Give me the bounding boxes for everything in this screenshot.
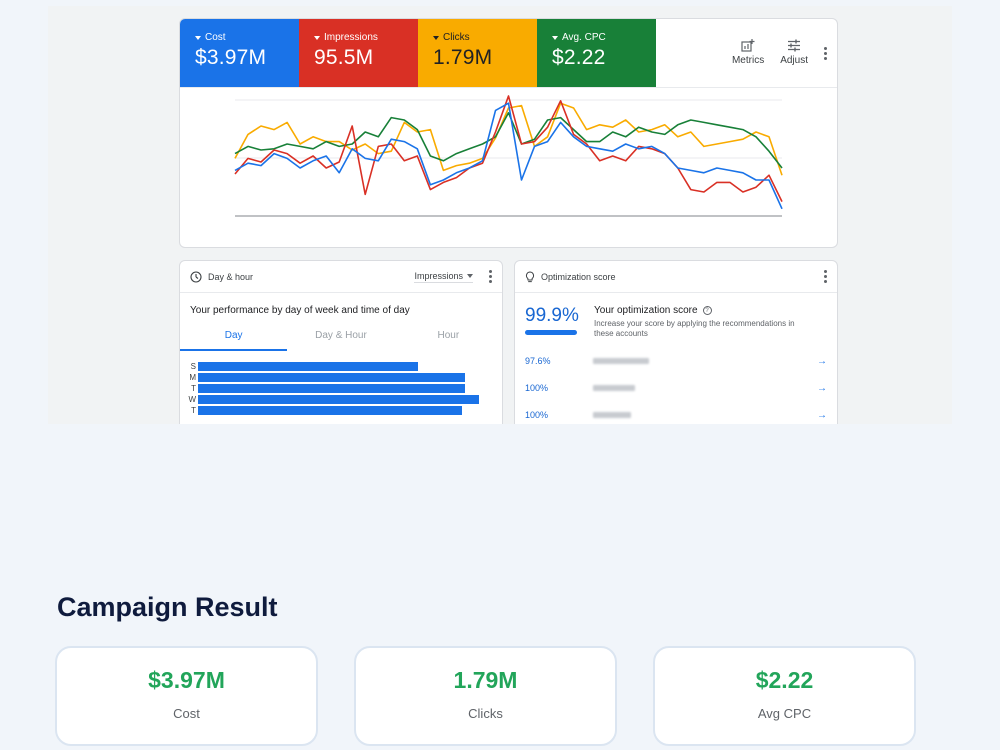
metric-value: 95.5M xyxy=(314,46,374,69)
more-vert-icon[interactable] xyxy=(489,270,492,283)
optimization-info: Your optimization score? Increase your s… xyxy=(594,305,814,340)
metric-value: $2.22 xyxy=(552,46,606,69)
day-bar-row: M xyxy=(180,372,502,383)
tune-icon xyxy=(788,39,801,52)
more-vert-icon[interactable] xyxy=(824,39,827,60)
metric-tile-avg-cpc[interactable]: Avg. CPC $2.22 xyxy=(537,19,656,87)
metric-select-value: Impressions xyxy=(414,270,463,281)
series-line-1 xyxy=(234,111,783,169)
day-label: S xyxy=(190,362,196,371)
metric-label: Avg. CPC xyxy=(562,32,606,43)
series-line-2 xyxy=(234,95,783,202)
performance-line-chart xyxy=(234,95,783,217)
metric-label: Impressions xyxy=(324,32,378,43)
chart-add-icon xyxy=(741,39,755,52)
dropdown-arrow-icon xyxy=(195,35,201,40)
series-line-3 xyxy=(234,102,783,210)
account-list: 97.6% → 100% → 100% → xyxy=(515,348,837,424)
day-hour-subtitle: Your performance by day of week and time… xyxy=(190,305,410,316)
metrics-label: Metrics xyxy=(731,55,765,66)
account-row[interactable]: 100% → xyxy=(515,375,837,402)
arrow-right-icon[interactable]: → xyxy=(817,382,827,394)
score-value: 99.9% xyxy=(525,305,579,326)
day-bar-row: T xyxy=(180,405,502,416)
day-label: T xyxy=(191,406,196,415)
result-card-avg-cpc: $2.22 Avg CPC xyxy=(653,646,916,746)
metric-value: $3.97M xyxy=(195,46,267,69)
day-bar xyxy=(198,406,462,415)
result-value: $3.97M xyxy=(148,667,225,693)
day-hour-card: Day & hour Impressions Your performance … xyxy=(179,260,503,424)
dropdown-arrow-icon xyxy=(433,35,439,40)
tab-day-hour[interactable]: Day & Hour xyxy=(315,330,367,341)
account-score: 97.6% xyxy=(525,356,551,367)
optimization-summary: 99.9% Your optimization score? Increase … xyxy=(515,293,837,340)
help-icon[interactable]: ? xyxy=(702,306,712,315)
account-score: 100% xyxy=(525,410,549,421)
day-hour-header: Day & hour Impressions xyxy=(180,261,502,293)
more-vert-icon[interactable] xyxy=(824,270,827,283)
metric-label: Clicks xyxy=(443,32,470,43)
result-label: Avg CPC xyxy=(757,706,812,721)
arrow-right-icon[interactable]: → xyxy=(817,409,827,421)
card-title: Optimization score xyxy=(541,271,616,282)
day-bar xyxy=(198,362,419,371)
account-name-redacted xyxy=(593,356,817,366)
chart-toolbar: Metrics Adjust xyxy=(732,39,827,66)
day-label: W xyxy=(188,395,196,404)
schedule-icon xyxy=(190,270,202,283)
divider xyxy=(180,87,837,88)
tab-hour[interactable]: Hour xyxy=(437,330,460,341)
day-label: T xyxy=(191,384,196,393)
arrow-right-icon[interactable]: → xyxy=(817,355,827,367)
dropdown-arrow-icon xyxy=(467,273,473,278)
day-bar xyxy=(198,395,480,404)
day-bar-row: T xyxy=(180,383,502,394)
account-row[interactable]: 100% → xyxy=(515,402,837,424)
result-card-cost: $3.97M Cost xyxy=(55,646,318,746)
account-name-redacted xyxy=(593,383,817,393)
metrics-button[interactable]: Metrics xyxy=(732,39,764,66)
score-progress-bar xyxy=(525,330,577,335)
metric-tiles: Cost $3.97M Impressions 95.5M Clicks 1.7… xyxy=(180,19,656,87)
optimization-heading: Your optimization score xyxy=(594,305,698,316)
optimization-card: Optimization score 99.9% Your optimizati… xyxy=(514,260,838,424)
day-bar xyxy=(198,373,465,382)
account-name-redacted xyxy=(593,410,817,420)
result-value: 1.79M xyxy=(453,667,518,693)
optimization-header: Optimization score xyxy=(515,261,837,293)
metric-tile-cost[interactable]: Cost $3.97M xyxy=(180,19,299,87)
metric-select[interactable]: Impressions xyxy=(414,271,473,283)
card-title: Day & hour xyxy=(208,271,254,282)
campaign-results: $3.97M Cost 1.79M Clicks $2.22 Avg CPC xyxy=(55,646,916,746)
result-label: Cost xyxy=(173,706,200,721)
metric-tile-impressions[interactable]: Impressions 95.5M xyxy=(299,19,418,87)
dropdown-arrow-icon xyxy=(552,35,558,40)
metric-value: 1.79M xyxy=(433,46,493,69)
day-bar xyxy=(198,384,465,393)
optimization-score: 99.9% xyxy=(525,305,594,340)
account-score: 100% xyxy=(525,383,549,394)
performance-card: Cost $3.97M Impressions 95.5M Clicks 1.7… xyxy=(179,18,838,248)
metric-tile-clicks[interactable]: Clicks 1.79M xyxy=(418,19,537,87)
day-label: M xyxy=(189,373,196,382)
lightbulb-icon xyxy=(525,270,535,282)
account-row[interactable]: 97.6% → xyxy=(515,348,837,375)
metric-label: Cost xyxy=(205,32,226,43)
result-value: $2.22 xyxy=(755,667,814,693)
tab-day[interactable]: Day xyxy=(180,330,288,351)
day-hour-tabs: Day Day & Hour Hour xyxy=(180,330,502,351)
day-bar-row: W xyxy=(180,394,502,405)
dashboard-screenshot: Cost $3.97M Impressions 95.5M Clicks 1.7… xyxy=(48,6,952,424)
dropdown-arrow-icon xyxy=(314,35,320,40)
optimization-description: Increase your score by applying the reco… xyxy=(594,319,795,339)
adjust-label: Adjust xyxy=(780,55,808,66)
campaign-result-title: Campaign Result xyxy=(57,592,278,622)
result-card-clicks: 1.79M Clicks xyxy=(354,646,617,746)
result-label: Clicks xyxy=(468,706,503,721)
day-bar-row: S xyxy=(180,361,502,372)
adjust-button[interactable]: Adjust xyxy=(780,39,808,66)
